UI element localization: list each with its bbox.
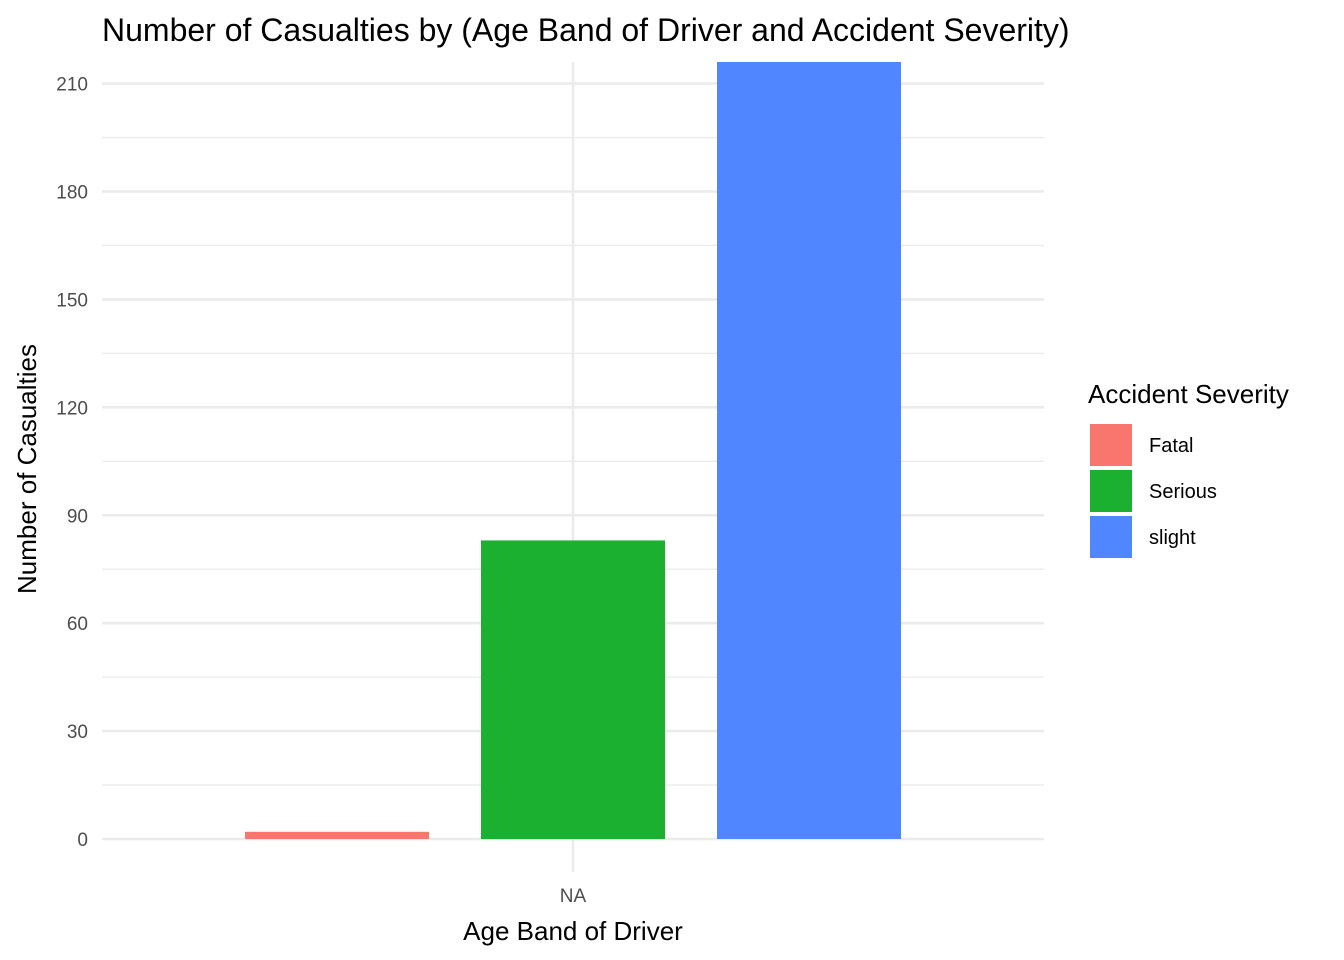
y-axis-title: Number of Casualties <box>12 344 42 594</box>
legend-label: slight <box>1149 527 1196 549</box>
legend-key-slight <box>1090 516 1132 558</box>
bar-fatal <box>245 831 429 839</box>
x-axis-title: Age Band of Driver <box>463 916 683 946</box>
y-tick-label: 90 <box>67 506 88 527</box>
x-tick-label: NA <box>560 886 587 907</box>
bar-slight <box>717 62 901 839</box>
y-axis-ticks: 0 30 60 90 120 150 180 210 <box>56 75 88 851</box>
y-tick-label: 180 <box>56 183 88 204</box>
legend-label: Fatal <box>1149 435 1193 457</box>
y-tick-label: 120 <box>56 398 88 419</box>
y-tick-label: 60 <box>67 614 88 635</box>
legend-title: Accident Severity <box>1088 379 1289 409</box>
bar-serious <box>481 540 665 839</box>
y-tick-label: 30 <box>67 722 88 743</box>
legend-items: Fatal Serious slight <box>1090 424 1217 558</box>
x-axis-ticks: NA <box>560 886 587 907</box>
legend: Accident Severity Fatal Serious slight <box>1088 379 1289 558</box>
legend-label: Serious <box>1149 481 1217 503</box>
y-tick-label: 150 <box>56 290 88 311</box>
y-tick-label: 0 <box>77 830 88 851</box>
bars <box>245 62 901 839</box>
y-tick-label: 210 <box>56 75 88 96</box>
legend-key-fatal <box>1090 424 1132 466</box>
legend-key-serious <box>1090 470 1132 512</box>
chart-title: Number of Casualties by (Age Band of Dri… <box>102 12 1070 48</box>
